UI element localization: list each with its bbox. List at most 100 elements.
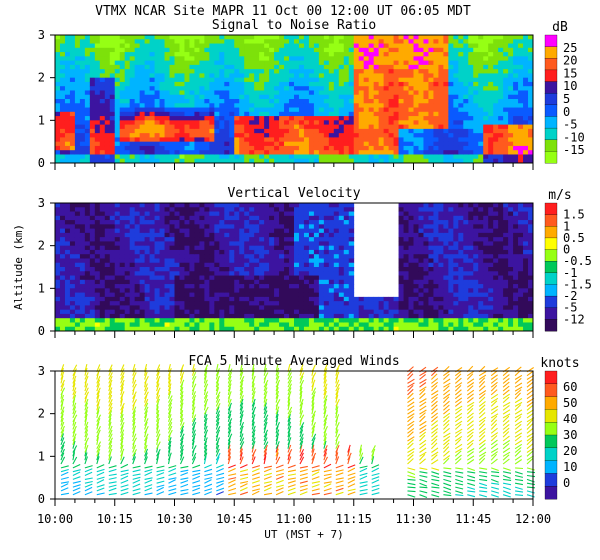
heatmap-cell — [214, 271, 220, 276]
heatmap-cell — [199, 73, 205, 79]
heatmap-cell — [79, 292, 86, 298]
heatmap-cell — [323, 258, 330, 264]
heatmap-cell — [139, 296, 146, 302]
heatmap-cell — [318, 73, 325, 79]
heatmap-cell — [109, 107, 116, 113]
heatmap-cell — [343, 150, 350, 155]
heatmap-cell — [478, 81, 484, 87]
heatmap-cell — [518, 73, 524, 79]
heatmap-cell — [478, 73, 484, 79]
heatmap-cell — [493, 111, 499, 117]
heatmap-cell — [408, 211, 414, 217]
heatmap-cell — [284, 224, 290, 229]
heatmap-cell — [289, 211, 295, 217]
heatmap-cell — [139, 35, 146, 40]
heatmap-cell — [323, 284, 330, 289]
heatmap-cell — [94, 43, 101, 49]
heatmap-cell — [189, 301, 195, 306]
heatmap-cell — [418, 207, 424, 212]
heatmap-cell — [214, 322, 220, 328]
heatmap-cell — [234, 43, 240, 49]
heatmap-cell — [398, 296, 404, 302]
heatmap-cell — [159, 60, 165, 66]
heatmap-cell — [239, 284, 245, 289]
heatmap-cell — [368, 145, 375, 151]
heatmap-cell — [358, 120, 365, 125]
heatmap-cell — [289, 150, 295, 155]
heatmap-cell — [204, 52, 210, 57]
heatmap-cell — [398, 60, 404, 66]
heatmap-cell — [159, 69, 165, 74]
heatmap-cell — [114, 224, 121, 229]
heatmap-cell — [269, 288, 275, 293]
heatmap-cell — [418, 313, 424, 319]
heatmap-cell — [229, 211, 235, 217]
heatmap-cell — [74, 52, 81, 57]
heatmap-cell — [69, 301, 76, 306]
heatmap-cell — [289, 43, 295, 49]
heatmap-cell — [94, 94, 101, 100]
heatmap-cell — [134, 52, 141, 57]
heatmap-cell — [308, 232, 315, 238]
heatmap-cell — [348, 81, 355, 87]
heatmap-cell — [69, 47, 76, 53]
heatmap-cell — [79, 313, 86, 319]
heatmap-cell — [114, 69, 121, 74]
heatmap-cell — [149, 318, 155, 323]
heatmap-cell — [84, 150, 91, 155]
heatmap-cell — [174, 52, 180, 57]
heatmap-cell — [443, 60, 449, 66]
heatmap-cell — [149, 207, 155, 212]
heatmap-cell — [264, 124, 270, 130]
heatmap-cell — [189, 318, 195, 323]
heatmap-cell — [398, 86, 404, 91]
heatmap-cell — [69, 271, 76, 276]
heatmap-cell — [55, 52, 61, 57]
heatmap-cell — [174, 241, 180, 247]
heatmap-cell — [438, 124, 444, 130]
heatmap-cell — [428, 86, 434, 91]
heatmap-cell — [55, 47, 61, 53]
heatmap-cell — [343, 56, 350, 61]
heatmap-cell — [259, 296, 265, 302]
heatmap-cell — [264, 241, 270, 247]
heatmap-cell — [368, 137, 375, 143]
heatmap-cell — [313, 301, 320, 306]
heatmap-cell — [468, 116, 474, 121]
heatmap-cell — [448, 158, 454, 164]
heatmap-cell — [189, 56, 195, 61]
heatmap-cell — [453, 39, 459, 44]
heatmap-cell — [214, 284, 220, 289]
heatmap-cell — [199, 262, 205, 268]
heatmap-cell — [134, 107, 141, 113]
heatmap-cell — [174, 103, 180, 108]
heatmap-cell — [398, 107, 404, 113]
heatmap-cell — [184, 215, 190, 221]
heatmap-cell — [328, 120, 335, 125]
heatmap-cell — [59, 99, 66, 104]
heatmap-cell — [294, 154, 300, 160]
heatmap-cell — [259, 120, 265, 125]
heatmap-cell — [159, 262, 165, 268]
heatmap-cell — [289, 284, 295, 289]
heatmap-cell — [398, 220, 404, 225]
heatmap-cell — [119, 141, 126, 147]
heatmap-cell — [378, 99, 385, 104]
heatmap-cell — [249, 47, 255, 53]
heatmap-cell — [284, 43, 290, 49]
heatmap-cell — [94, 203, 101, 208]
heatmap-cell — [239, 116, 245, 121]
heatmap-cell — [493, 124, 499, 130]
heatmap-cell — [55, 60, 61, 66]
heatmap-cell — [229, 224, 235, 229]
heatmap-cell — [528, 120, 534, 125]
heatmap-cell — [134, 69, 141, 74]
heatmap-cell — [269, 64, 275, 70]
heatmap-cell — [313, 228, 320, 234]
heatmap-cell — [219, 262, 225, 268]
heatmap-cell — [114, 220, 121, 225]
heatmap-cell — [269, 305, 275, 311]
heatmap-cell — [55, 203, 61, 208]
heatmap-cell — [483, 103, 489, 108]
heatmap-cell — [154, 39, 160, 44]
